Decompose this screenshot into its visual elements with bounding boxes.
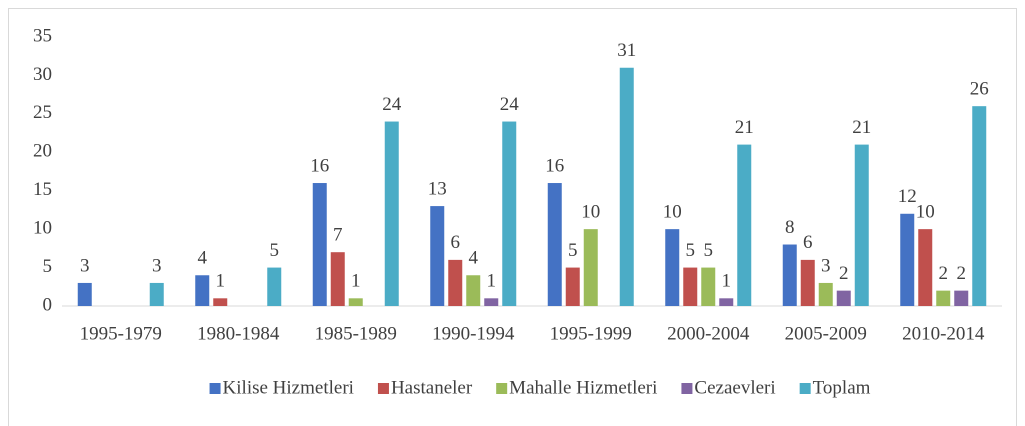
bar xyxy=(547,183,562,306)
data-label: 21 xyxy=(852,117,871,138)
legend-label: Toplam xyxy=(813,377,871,398)
data-label: 4 xyxy=(469,248,479,269)
data-label: 13 xyxy=(428,178,447,199)
data-label: 1 xyxy=(216,271,226,292)
legend-label: Hastaneler xyxy=(391,377,473,398)
data-label: 21 xyxy=(735,117,754,138)
data-label: 1 xyxy=(722,271,732,292)
bar xyxy=(484,298,499,306)
data-label: 24 xyxy=(382,94,402,115)
bar xyxy=(954,290,969,306)
legend-label: Cezaevleri xyxy=(694,377,775,398)
bar xyxy=(854,144,869,306)
legend-swatch xyxy=(209,383,221,394)
bar xyxy=(665,229,680,306)
bar xyxy=(149,282,164,306)
data-label: 2 xyxy=(939,263,949,284)
x-tick-label: 1990-1994 xyxy=(432,323,515,344)
legend-swatch xyxy=(681,383,693,394)
bar xyxy=(348,298,363,306)
y-tick-label: 35 xyxy=(33,25,52,46)
data-label: 16 xyxy=(310,155,329,176)
chart-border xyxy=(8,8,1017,426)
data-label: 3 xyxy=(821,255,831,276)
bar xyxy=(818,282,833,306)
bar xyxy=(384,121,399,307)
bar xyxy=(312,183,327,306)
x-tick-label: 2010-2014 xyxy=(902,323,985,344)
bar xyxy=(195,275,210,306)
data-label: 2 xyxy=(957,263,967,284)
data-label: 10 xyxy=(581,202,600,223)
data-label: 1 xyxy=(351,271,361,292)
bar xyxy=(737,144,752,306)
x-tick-label: 1995-1999 xyxy=(550,323,632,344)
bar xyxy=(972,106,987,307)
bar xyxy=(782,244,797,306)
x-tick-label: 1985-1989 xyxy=(315,323,397,344)
bar xyxy=(800,259,815,306)
bar xyxy=(683,267,698,306)
bar xyxy=(936,290,951,306)
data-label: 5 xyxy=(704,240,714,261)
legend-swatch xyxy=(496,383,508,394)
legend-swatch xyxy=(377,383,389,394)
data-label: 5 xyxy=(568,240,578,261)
y-tick-label: 30 xyxy=(33,64,52,85)
data-label: 5 xyxy=(686,240,696,261)
data-label: 2 xyxy=(839,263,849,284)
bar xyxy=(836,290,851,306)
legend-swatch xyxy=(799,383,811,394)
data-label: 16 xyxy=(545,155,564,176)
y-tick-label: 15 xyxy=(33,179,52,200)
bar xyxy=(448,259,463,306)
y-tick-label: 5 xyxy=(43,256,53,277)
bar xyxy=(619,67,634,306)
data-label: 1 xyxy=(487,271,497,292)
bar xyxy=(719,298,734,306)
x-tick-label: 1995-1979 xyxy=(80,323,162,344)
legend-label: Mahalle Hizmetleri xyxy=(509,377,657,398)
bar xyxy=(900,213,915,306)
y-tick-label: 25 xyxy=(33,102,52,123)
x-tick-label: 1980-1984 xyxy=(197,323,280,344)
data-label: 4 xyxy=(198,248,208,269)
data-label: 3 xyxy=(80,255,90,276)
bar xyxy=(430,206,445,306)
bar xyxy=(701,267,716,306)
data-label: 12 xyxy=(898,186,917,207)
data-label: 26 xyxy=(970,79,989,100)
data-label: 8 xyxy=(785,217,795,238)
bar xyxy=(77,282,92,306)
legend-label: Kilise Hizmetleri xyxy=(223,377,354,398)
data-label: 7 xyxy=(333,225,343,246)
data-label: 6 xyxy=(803,232,813,253)
data-label: 5 xyxy=(270,240,280,261)
data-label: 3 xyxy=(152,255,162,276)
bar xyxy=(213,298,228,306)
y-tick-label: 20 xyxy=(33,141,52,162)
y-tick-label: 0 xyxy=(43,294,53,315)
data-label: 6 xyxy=(451,232,461,253)
y-tick-label: 10 xyxy=(33,218,52,239)
bar xyxy=(466,275,481,306)
x-tick-label: 2000-2004 xyxy=(667,323,750,344)
data-label: 31 xyxy=(617,40,636,61)
bar xyxy=(267,267,282,306)
data-label: 10 xyxy=(663,202,682,223)
bar xyxy=(583,229,598,306)
bar xyxy=(330,252,345,306)
x-tick-label: 2005-2009 xyxy=(785,323,867,344)
bar xyxy=(502,121,517,307)
bar xyxy=(565,267,580,306)
bar xyxy=(918,229,933,306)
data-label: 10 xyxy=(916,202,935,223)
data-label: 24 xyxy=(500,94,520,115)
